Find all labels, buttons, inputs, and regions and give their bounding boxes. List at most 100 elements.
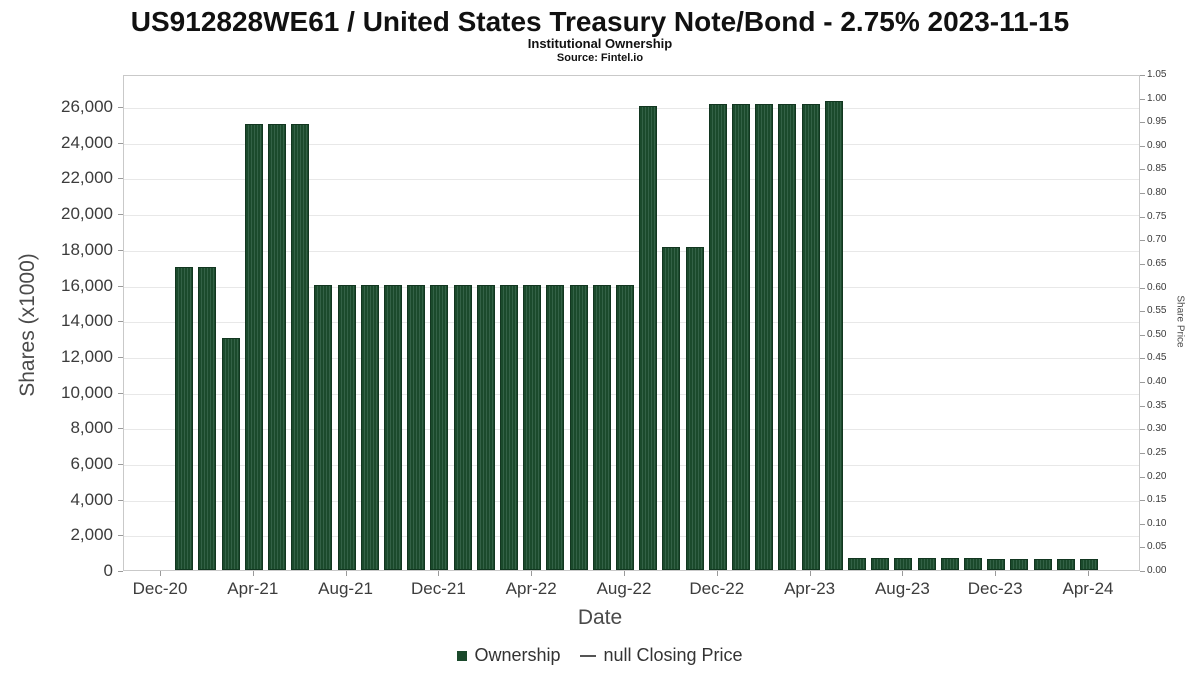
y-tick-mark-left: [118, 249, 123, 251]
ownership-bar: [454, 285, 472, 570]
ownership-bar: [918, 558, 936, 570]
y-tick-mark-right: [1140, 334, 1145, 336]
y-tick-label-right: 0.90: [1147, 139, 1167, 151]
y-tick-label-left: 24,000: [61, 132, 113, 152]
x-tick-label: Aug-23: [874, 579, 930, 598]
y-tick-mark-right: [1140, 571, 1145, 572]
ownership-bar: [407, 285, 425, 570]
y-tick-mark-left: [118, 428, 123, 430]
y-tick-mark-right: [1140, 429, 1145, 431]
x-tick-mark: [624, 571, 625, 576]
y-tick-mark-left: [118, 214, 123, 216]
y-tick-label-right: 0.75: [1147, 210, 1167, 222]
ownership-bar: [755, 104, 773, 570]
ownership-bar: [477, 285, 495, 570]
y-tick-mark-left: [118, 392, 123, 394]
y-tick-label-left: 18,000: [61, 239, 113, 259]
legend-item-closing-price[interactable]: null Closing Price: [580, 645, 743, 666]
y-tick-mark-left: [118, 356, 123, 358]
x-tick-label: Dec-23: [967, 579, 1023, 598]
legend-price-label: null Closing Price: [603, 645, 743, 665]
x-tick-label: Dec-21: [410, 579, 466, 598]
ownership-bar: [848, 558, 866, 570]
ownership-bar: [802, 104, 820, 570]
y-tick-label-right: 0.60: [1147, 281, 1167, 293]
y-tick-label-left: 14,000: [61, 311, 113, 331]
x-tick-label: Aug-22: [596, 579, 652, 598]
x-tick-mark: [1088, 571, 1089, 576]
ownership-bar: [338, 285, 356, 570]
x-tick-label: Apr-21: [227, 579, 279, 598]
y-tick-mark-right: [1140, 193, 1145, 195]
ownership-bar: [941, 558, 959, 570]
ownership-bar: [964, 558, 982, 570]
y-tick-label-right: 0.00: [1147, 565, 1167, 576]
gridline: [124, 215, 1139, 217]
y-tick-mark-right: [1140, 452, 1145, 454]
gridline: [124, 179, 1139, 181]
ownership-bar: [430, 285, 448, 570]
y-tick-label-left: 6,000: [70, 453, 113, 473]
y-tick-label-left: 12,000: [61, 346, 113, 366]
ownership-bar: [570, 285, 588, 570]
ownership-bar: [523, 285, 541, 570]
gridline: [124, 108, 1139, 110]
chart-source: Source: Fintel.io: [556, 52, 644, 64]
y-tick-mark-right: [1140, 98, 1145, 100]
y-tick-mark-left: [118, 285, 123, 287]
ownership-bar: [546, 285, 564, 570]
plot-area: [123, 75, 1140, 571]
y-tick-label-right: 0.10: [1147, 517, 1167, 529]
chart-title: US912828WE61 / United States Treasury No…: [130, 6, 1070, 37]
ownership-bar: [778, 104, 796, 570]
y-tick-mark-right: [1140, 169, 1145, 171]
ownership-bar: [825, 101, 843, 570]
gridline: [124, 143, 1139, 145]
y-tick-label-right: 0.80: [1147, 187, 1167, 199]
y-tick-mark-right: [1140, 145, 1145, 147]
ownership-bar: [593, 285, 611, 570]
y-tick-label-left: 22,000: [61, 168, 113, 188]
ownership-bar: [245, 124, 263, 570]
y-tick-label-right: 1.00: [1147, 92, 1167, 104]
y-tick-mark-right: [1140, 75, 1145, 76]
y-tick-label-right: 0.50: [1147, 328, 1167, 340]
y-tick-mark-right: [1140, 358, 1145, 360]
chart-subtitle: Institutional Ownership: [527, 36, 673, 51]
y-tick-label-right: 0.05: [1147, 541, 1167, 553]
y-tick-label-right: 1.05: [1147, 69, 1167, 80]
ownership-bar: [639, 106, 657, 570]
y-tick-label-left: 4,000: [70, 489, 113, 509]
y-tick-mark-right: [1140, 405, 1145, 407]
y-tick-mark-right: [1140, 240, 1145, 242]
y-tick-mark-left: [118, 321, 123, 323]
x-tick-mark: [531, 571, 533, 576]
x-tick-mark: [902, 571, 904, 576]
y-tick-label-left: 16,000: [61, 275, 113, 295]
legend-item-ownership[interactable]: Ownership: [457, 645, 560, 666]
x-tick-label: Aug-21: [318, 579, 373, 598]
y-tick-label-left: 0: [103, 561, 113, 580]
ownership-swatch-icon: [457, 650, 468, 661]
y-tick-label-right: 0.20: [1147, 470, 1167, 482]
ownership-bar: [1080, 559, 1098, 570]
x-tick-mark: [252, 571, 254, 576]
y-tick-label-left: 26,000: [61, 97, 113, 117]
y-tick-label-left: 2,000: [70, 525, 113, 545]
ownership-bar: [987, 559, 1005, 570]
gridline: [124, 250, 1139, 252]
ownership-bar: [222, 338, 240, 570]
y-tick-label-right: 0.70: [1147, 234, 1167, 246]
y-tick-mark-right: [1140, 382, 1145, 384]
x-tick-mark: [716, 571, 718, 576]
y-tick-label-right: 0.15: [1147, 494, 1167, 506]
y-tick-label-left: 8,000: [70, 418, 113, 438]
y-tick-label-right: 0.85: [1147, 163, 1167, 175]
ownership-bar: [1057, 559, 1075, 570]
ownership-bar: [384, 285, 402, 570]
y-tick-mark-left: [118, 571, 123, 572]
ownership-bar: [314, 285, 332, 570]
ownership-bar: [291, 124, 309, 570]
y-tick-mark-left: [118, 463, 123, 465]
